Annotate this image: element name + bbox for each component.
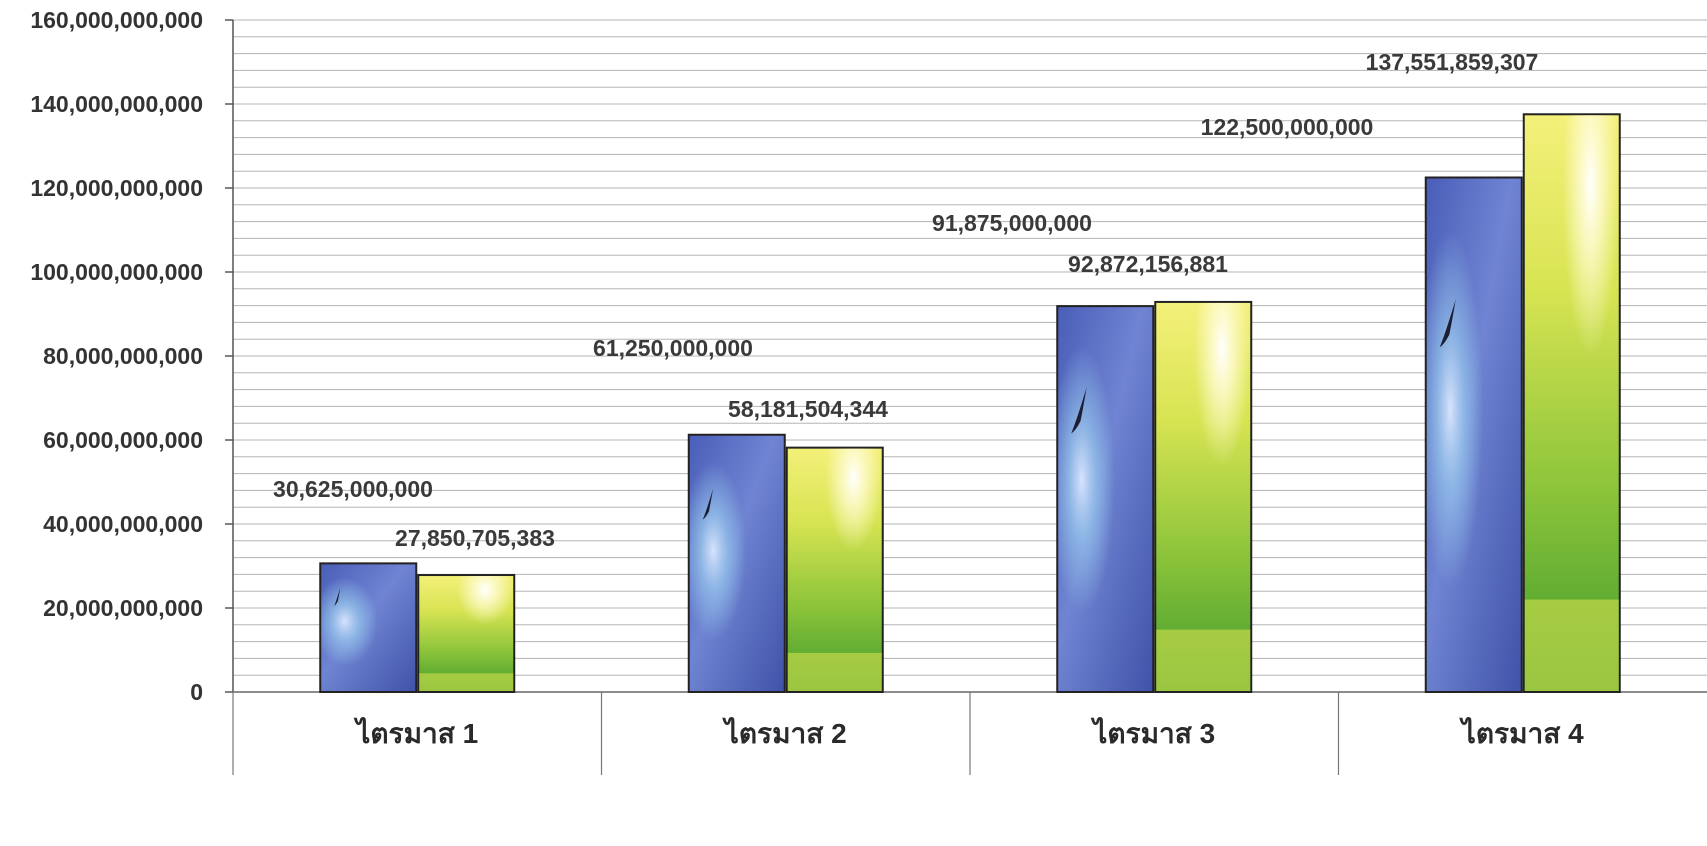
data-label: 30,625,000,000 xyxy=(273,476,433,502)
bar-sky xyxy=(1424,176,1523,693)
x-tick-label: ไตรมาส 1 xyxy=(353,717,478,749)
x-tick-label: ไตรมาส 3 xyxy=(1090,717,1215,749)
bar-sun xyxy=(1524,115,1619,692)
y-tick-label: 80,000,000,000 xyxy=(43,343,203,369)
bar-grass-strip xyxy=(1524,599,1619,691)
bar-grass-strip xyxy=(1156,629,1251,691)
bar-glow xyxy=(321,564,416,691)
y-tick-label: 20,000,000,000 xyxy=(43,595,203,621)
bar-glow xyxy=(689,435,784,691)
data-label: 61,250,000,000 xyxy=(593,335,753,361)
bar-sky xyxy=(319,562,418,693)
y-tick-label: 0 xyxy=(190,679,203,705)
data-label: 92,872,156,881 xyxy=(1068,251,1228,277)
y-tick-label: 120,000,000,000 xyxy=(30,175,203,201)
data-label: 91,875,000,000 xyxy=(932,210,1092,236)
bar-grass xyxy=(1154,300,1253,693)
data-label: 27,850,705,383 xyxy=(395,525,555,551)
x-tick-label: ไตรมาส 4 xyxy=(1459,717,1584,749)
bar-sun xyxy=(1156,302,1251,691)
bar-glow xyxy=(1426,178,1521,691)
data-label: 122,500,000,000 xyxy=(1201,114,1374,140)
bar-grass-strip xyxy=(787,652,882,691)
bar-grass xyxy=(785,446,884,694)
bar-sun xyxy=(419,576,514,691)
bar-sun xyxy=(787,448,882,691)
data-label: 137,551,859,307 xyxy=(1366,49,1539,75)
bars xyxy=(319,113,1621,694)
y-tick-label: 60,000,000,000 xyxy=(43,427,203,453)
data-labels: 30,625,000,000 61,250,000,000 91,875,000,0… xyxy=(273,49,1538,551)
bar-grass xyxy=(417,574,516,693)
bar-sky xyxy=(687,433,786,693)
bar-grass-strip xyxy=(419,673,514,691)
y-tick-label: 160,000,000,000 xyxy=(30,7,203,33)
y-tick-label: 140,000,000,000 xyxy=(30,91,203,117)
axes: 0 20,000,000,000 40,000,000,000 60,000,000,… xyxy=(30,7,1707,775)
y-tick-label: 100,000,000,000 xyxy=(30,259,203,285)
data-label: 58,181,504,344 xyxy=(728,396,888,422)
bar-sky xyxy=(1056,305,1155,693)
bar-grass xyxy=(1522,113,1621,694)
bar-glow xyxy=(1058,307,1153,691)
x-tick-label: ไตรมาส 2 xyxy=(722,717,847,749)
y-tick-label: 40,000,000,000 xyxy=(43,511,203,537)
